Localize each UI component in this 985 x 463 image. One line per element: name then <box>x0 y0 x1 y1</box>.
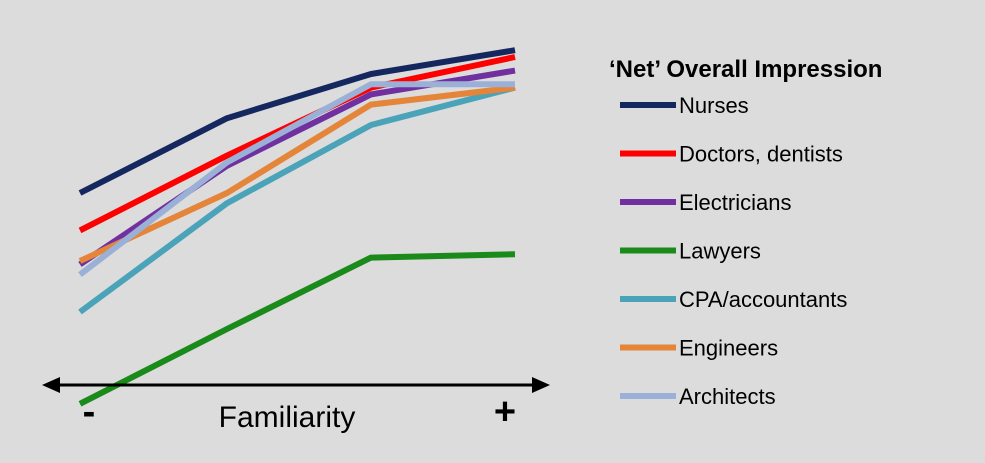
legend-item-doctors-dentists: Doctors, dentists <box>620 142 843 167</box>
legend-item-architects: Architects <box>620 384 776 409</box>
legend-item-electricians: Electricians <box>620 190 791 215</box>
legend-item-cpa-accountants: CPA/accountants <box>620 287 847 312</box>
legend-item-nurses: Nurses <box>620 93 749 118</box>
legend-label: Architects <box>679 384 776 409</box>
legend-label: Electricians <box>679 190 791 215</box>
legend-label: Engineers <box>679 336 778 361</box>
familiarity-axis <box>42 377 550 393</box>
axis-minus-label: - <box>83 391 96 433</box>
legend-label: Nurses <box>679 93 749 118</box>
series-layer <box>78 47 516 407</box>
legend-label: Lawyers <box>679 239 761 264</box>
legend-title: ‘Net’ Overall Impression <box>609 56 882 83</box>
series-line-lawyers <box>78 251 516 407</box>
legend-label: Doctors, dentists <box>679 142 843 167</box>
axis-left-arrowhead <box>42 377 60 393</box>
series-line-architects <box>78 81 515 277</box>
legend-label: CPA/accountants <box>679 287 847 312</box>
x-axis-label: Familiarity <box>219 401 356 434</box>
axis-plus-label: + <box>494 391 516 433</box>
legend: Nurses Doctors, dentists Electricians Lawye… <box>620 93 847 409</box>
legend-item-engineers: Engineers <box>620 336 778 361</box>
axis-right-arrowhead <box>532 377 550 393</box>
series-line-cpa-accountants <box>78 84 516 315</box>
legend-item-lawyers: Lawyers <box>620 239 761 264</box>
series-line-nurses <box>78 47 516 196</box>
series-line-engineers <box>78 84 516 264</box>
